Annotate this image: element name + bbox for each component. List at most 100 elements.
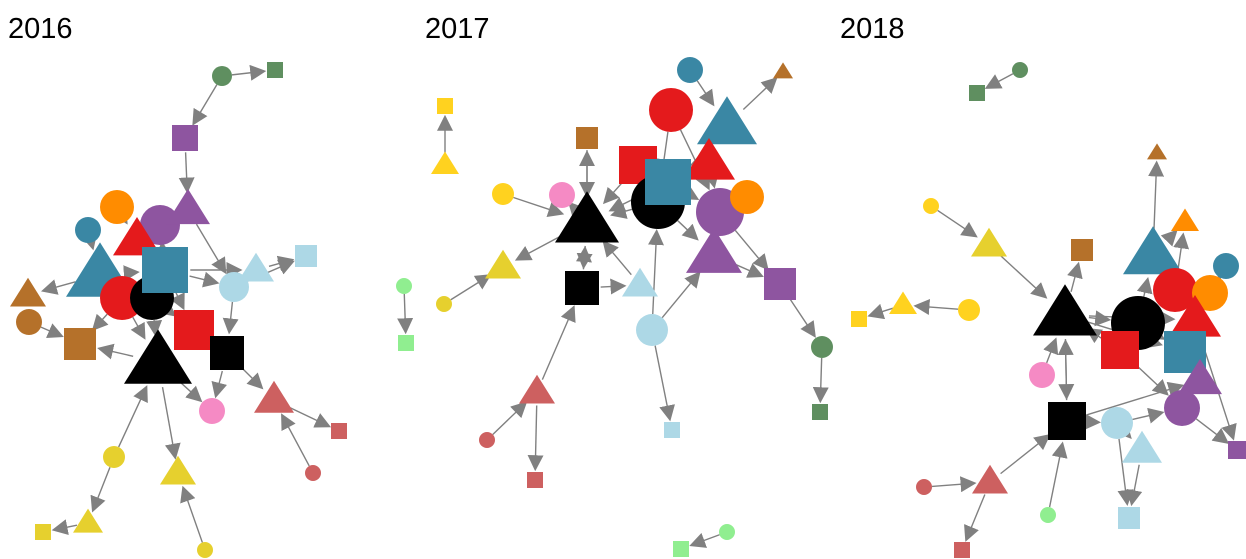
nodes	[10, 57, 1246, 558]
node-triangle	[166, 188, 210, 225]
node-circle	[923, 198, 939, 214]
edge	[647, 228, 664, 315]
node-triangle	[113, 216, 161, 256]
edge	[287, 405, 332, 428]
edge	[91, 313, 109, 332]
edge	[222, 301, 239, 335]
node-triangle	[1033, 284, 1097, 336]
node-triangle	[519, 374, 555, 404]
node-circle	[1012, 62, 1028, 78]
node-circle	[305, 465, 321, 481]
edge	[527, 405, 544, 472]
node-circle	[958, 299, 980, 321]
edge	[681, 185, 700, 201]
node-circle	[1101, 407, 1133, 439]
edge	[696, 80, 715, 107]
edge	[130, 316, 146, 340]
edge	[112, 206, 128, 225]
node-triangle	[1123, 226, 1183, 275]
node-circle	[1213, 253, 1239, 279]
node-circle	[549, 182, 575, 208]
node-circle	[811, 336, 833, 358]
node-triangle	[1169, 295, 1221, 337]
node-square	[576, 127, 598, 149]
node-triangle	[683, 138, 735, 180]
edge	[812, 357, 829, 404]
edge	[602, 240, 632, 276]
edge	[610, 203, 633, 219]
node-triangle	[73, 508, 103, 533]
node-square	[210, 336, 244, 370]
edge	[90, 466, 111, 513]
node-circle	[103, 446, 125, 468]
edge	[1147, 324, 1166, 340]
node-triangle	[622, 267, 658, 297]
edge	[170, 292, 185, 311]
edge	[1117, 438, 1134, 506]
edge	[513, 196, 565, 217]
node-square	[35, 524, 51, 540]
panel-title: 2016	[8, 13, 73, 45]
edge	[1173, 232, 1190, 269]
edge	[492, 401, 528, 435]
edge	[1048, 441, 1068, 508]
node-triangle	[555, 191, 619, 243]
panel-title: 2018	[840, 13, 905, 45]
edge	[397, 293, 414, 335]
node-circle	[649, 88, 693, 132]
node-square	[764, 268, 796, 300]
node-circle	[492, 183, 514, 205]
node-circle	[1164, 390, 1200, 426]
edge	[97, 343, 134, 360]
node-circle	[140, 205, 180, 245]
node-circle	[75, 217, 101, 243]
edge	[195, 223, 227, 275]
edge	[703, 171, 720, 189]
edge	[867, 303, 894, 320]
edge	[1088, 310, 1112, 327]
edge	[689, 532, 720, 548]
node-circle	[197, 542, 213, 558]
node-square	[437, 98, 453, 114]
edge	[1136, 276, 1153, 297]
node-circle	[396, 278, 412, 294]
node-square	[565, 271, 599, 305]
node-triangle	[1178, 358, 1222, 395]
node-triangle	[697, 96, 757, 145]
edge	[51, 519, 78, 535]
edge	[514, 232, 567, 261]
edge	[1132, 407, 1165, 424]
node-circle	[1192, 275, 1228, 311]
edge	[600, 278, 627, 295]
edge	[576, 245, 593, 270]
edge	[189, 271, 220, 288]
edge	[1115, 421, 1132, 439]
node-square	[954, 542, 970, 558]
node-triangle	[1122, 430, 1162, 463]
node-circle	[636, 314, 668, 346]
node-triangle	[124, 329, 192, 384]
node-square	[331, 423, 347, 439]
edge	[789, 298, 816, 338]
node-circle	[1040, 507, 1056, 523]
edge	[1160, 229, 1178, 247]
node-circle	[100, 190, 134, 224]
edge	[654, 345, 675, 422]
node-square	[1228, 441, 1246, 459]
edge	[1043, 337, 1059, 364]
node-circle	[677, 57, 703, 83]
node-square	[1118, 507, 1140, 529]
edge	[81, 232, 98, 251]
node-circle	[212, 66, 232, 86]
edge	[913, 299, 959, 315]
node-triangle	[971, 227, 1007, 257]
node-square	[174, 310, 214, 350]
node-triangle	[1171, 208, 1199, 231]
node-square	[295, 245, 317, 267]
edge	[984, 73, 1014, 89]
edge	[1000, 433, 1051, 475]
edge	[1126, 464, 1143, 507]
node-square	[1071, 239, 1093, 261]
node-circle	[479, 432, 495, 448]
